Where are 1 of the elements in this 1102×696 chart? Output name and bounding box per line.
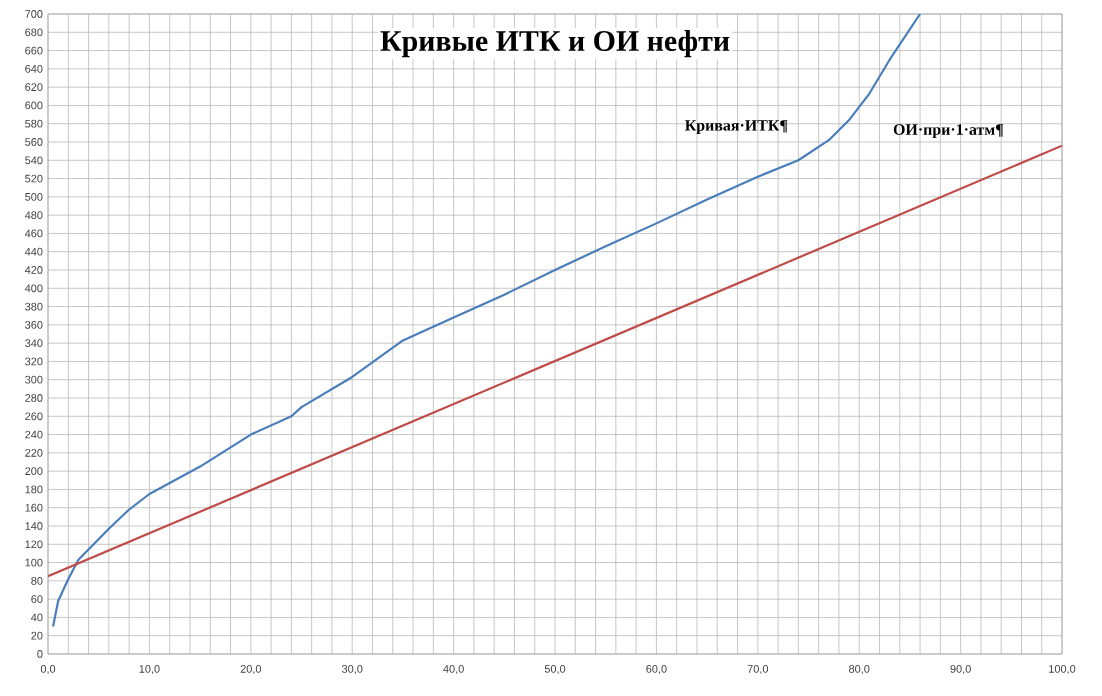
chart-title: Кривые ИТК и ОИ нефти <box>380 30 730 58</box>
